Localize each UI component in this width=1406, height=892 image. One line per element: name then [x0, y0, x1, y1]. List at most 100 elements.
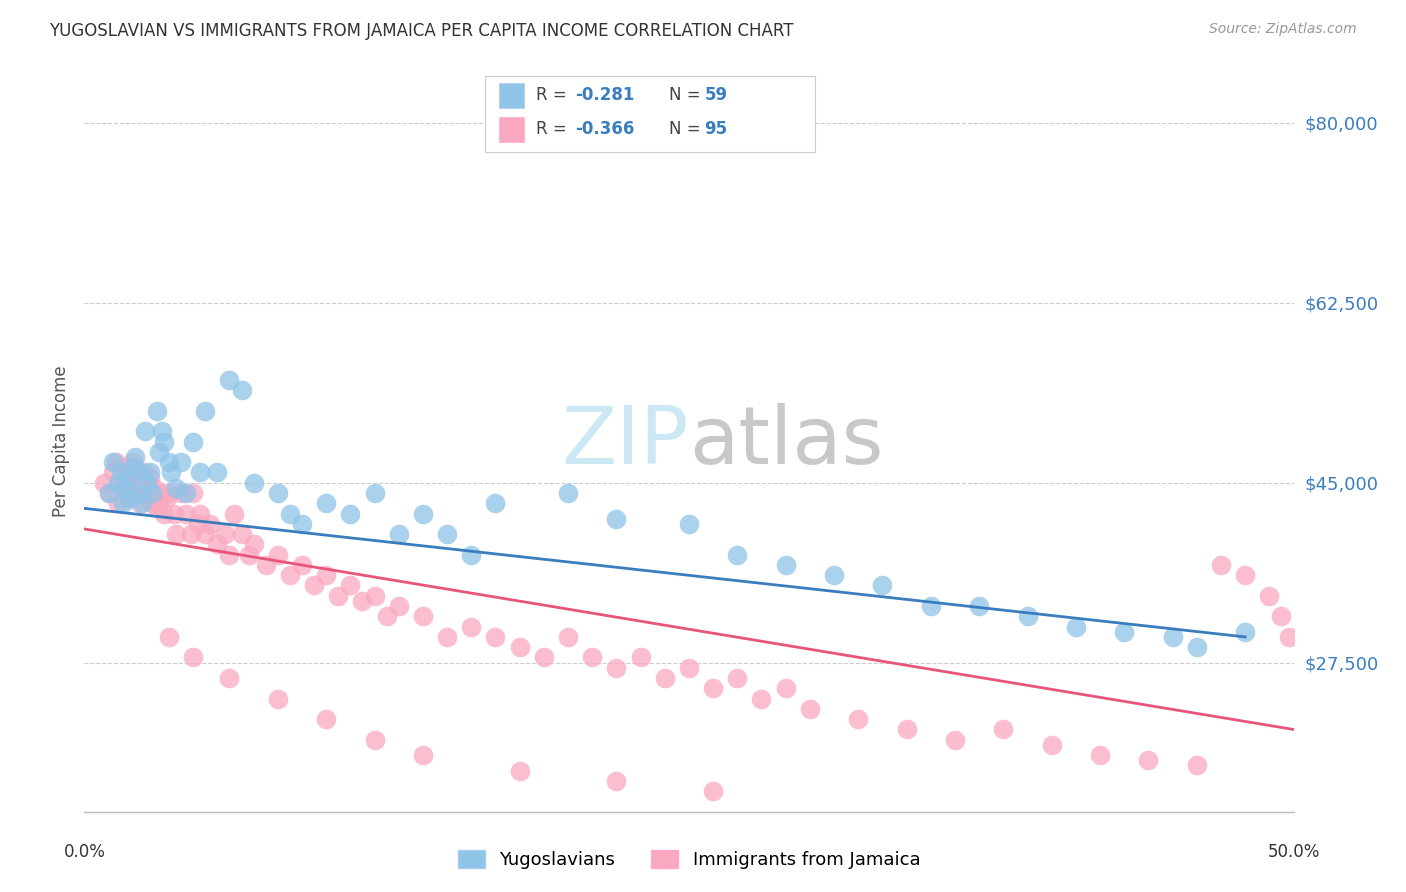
Point	[943, 732, 966, 747]
Point	[134, 424, 156, 438]
Point	[339, 578, 361, 592]
Point	[181, 486, 204, 500]
Point	[117, 470, 139, 484]
Point	[267, 691, 290, 706]
Point	[157, 486, 180, 500]
Point	[1270, 609, 1292, 624]
Point	[509, 640, 531, 655]
Point	[165, 527, 187, 541]
Point	[278, 568, 301, 582]
Text: atlas: atlas	[689, 402, 883, 481]
Point	[110, 466, 132, 480]
Point	[896, 723, 918, 737]
Text: Source: ZipAtlas.com: Source: ZipAtlas.com	[1209, 22, 1357, 37]
Point	[920, 599, 942, 613]
Point	[120, 491, 142, 505]
Point	[181, 650, 204, 665]
Point	[254, 558, 277, 572]
Point	[143, 481, 166, 495]
Point	[174, 486, 197, 500]
Point	[120, 475, 142, 490]
Point	[363, 589, 385, 603]
Point	[267, 486, 290, 500]
Point	[127, 486, 149, 500]
Point	[93, 475, 115, 490]
Point	[1234, 568, 1257, 582]
Point	[605, 773, 627, 788]
Point	[146, 501, 169, 516]
Point	[315, 496, 337, 510]
Point	[103, 455, 125, 469]
Point	[134, 466, 156, 480]
Point	[198, 516, 221, 531]
Point	[97, 486, 120, 500]
Point	[170, 486, 193, 500]
Point	[146, 403, 169, 417]
Point	[103, 466, 125, 480]
Point	[207, 537, 229, 551]
Point	[242, 537, 264, 551]
Point	[484, 496, 506, 510]
Point	[775, 681, 797, 696]
Point	[630, 650, 652, 665]
Point	[218, 548, 240, 562]
Point	[967, 599, 990, 613]
Point	[170, 455, 193, 469]
Point	[702, 784, 724, 798]
Point	[129, 496, 152, 510]
Point	[150, 486, 173, 500]
Point	[1137, 753, 1160, 767]
Text: 50.0%: 50.0%	[1267, 843, 1320, 861]
Point	[153, 507, 176, 521]
Text: YUGOSLAVIAN VS IMMIGRANTS FROM JAMAICA PER CAPITA INCOME CORRELATION CHART: YUGOSLAVIAN VS IMMIGRANTS FROM JAMAICA P…	[49, 22, 794, 40]
Point	[165, 481, 187, 495]
Point	[163, 507, 186, 521]
Point	[1209, 558, 1232, 572]
Point	[1114, 624, 1136, 639]
Point	[993, 723, 1015, 737]
Point	[218, 373, 240, 387]
Point	[460, 619, 482, 633]
Point	[114, 481, 136, 495]
Point	[352, 594, 374, 608]
Point	[702, 681, 724, 696]
Text: 0.0%: 0.0%	[63, 843, 105, 861]
Point	[194, 527, 217, 541]
Point	[1185, 758, 1208, 772]
Point	[136, 475, 159, 490]
Text: ZIP: ZIP	[561, 402, 689, 481]
Point	[110, 470, 132, 484]
Text: N =: N =	[669, 87, 706, 104]
Point	[114, 460, 136, 475]
Point	[117, 491, 139, 505]
Point	[138, 470, 160, 484]
Point	[141, 486, 163, 500]
Text: R =: R =	[536, 87, 572, 104]
Point	[1161, 630, 1184, 644]
Point	[605, 661, 627, 675]
Point	[799, 702, 821, 716]
Point	[224, 507, 246, 521]
Point	[1234, 624, 1257, 639]
Point	[190, 466, 212, 480]
Point	[121, 460, 143, 475]
Text: N =: N =	[669, 120, 706, 138]
Point	[1185, 640, 1208, 655]
Point	[141, 496, 163, 510]
Legend: Yugoslavians, Immigrants from Jamaica: Yugoslavians, Immigrants from Jamaica	[457, 850, 921, 870]
Point	[112, 481, 135, 495]
Point	[460, 548, 482, 562]
Point	[302, 578, 325, 592]
Point	[388, 599, 411, 613]
Point	[846, 712, 869, 726]
Text: R =: R =	[536, 120, 572, 138]
Point	[127, 466, 149, 480]
Point	[725, 548, 748, 562]
Point	[194, 403, 217, 417]
Point	[104, 455, 127, 469]
Point	[678, 516, 700, 531]
Point	[150, 424, 173, 438]
Point	[207, 466, 229, 480]
Point	[148, 496, 170, 510]
Point	[557, 630, 579, 644]
